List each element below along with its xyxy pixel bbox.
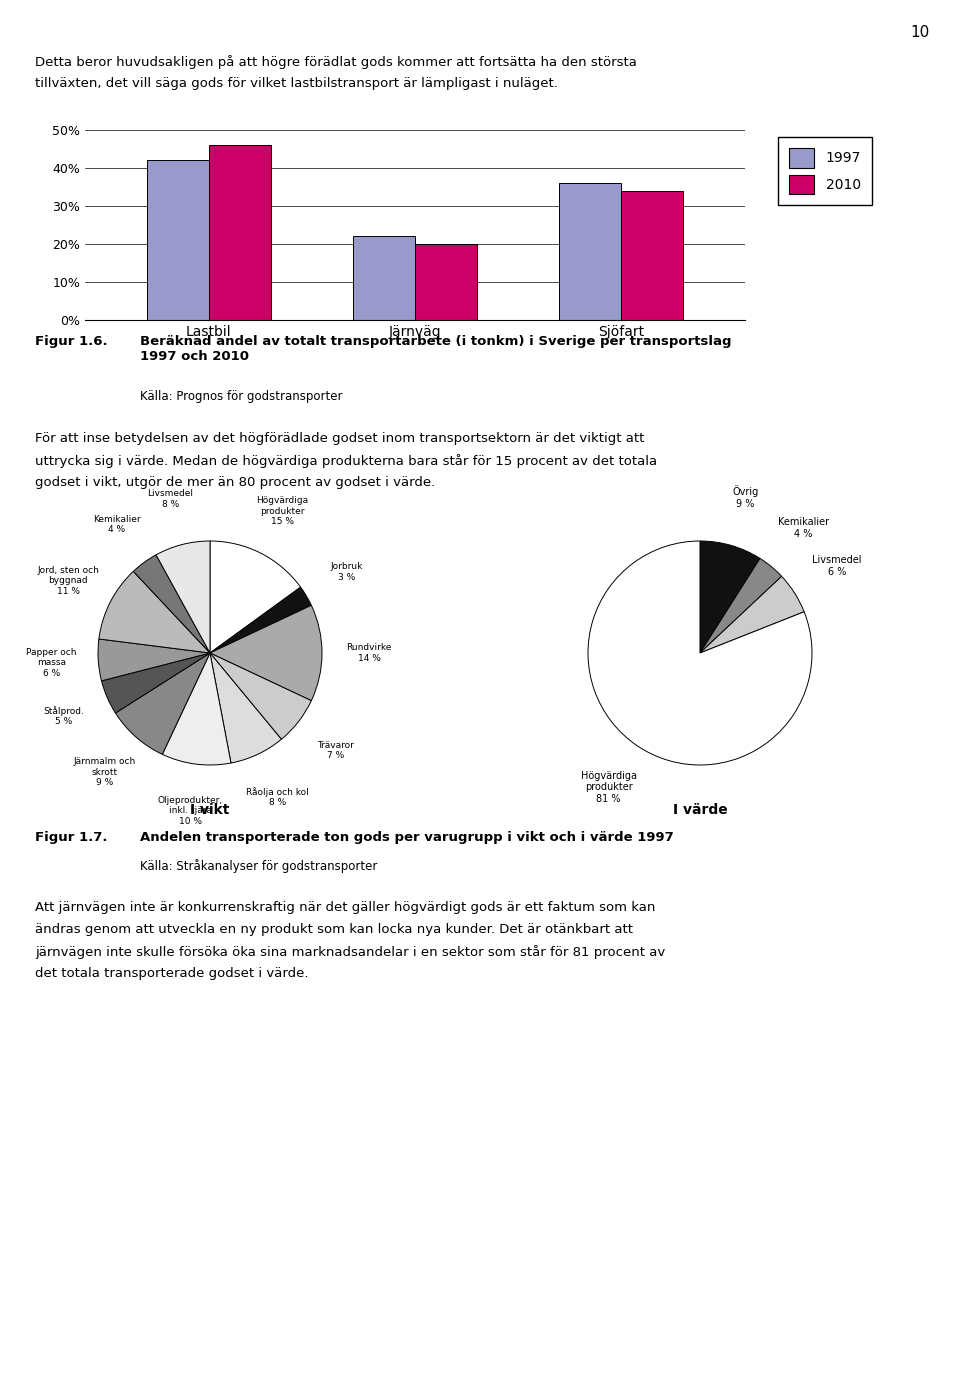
Wedge shape [99,572,210,653]
Text: Jorbruk
3 %: Jorbruk 3 % [330,562,363,581]
Legend: 1997, 2010: 1997, 2010 [779,137,872,205]
Text: Rundvirke
14 %: Rundvirke 14 % [347,644,392,663]
Text: tillväxten, det vill säga gods för vilket lastbilstransport är lämpligast i nulä: tillväxten, det vill säga gods för vilke… [35,78,558,90]
Text: Kemikalier
4 %: Kemikalier 4 % [778,518,829,538]
Text: I värde: I värde [673,803,728,817]
Text: Högvärdiga
produkter
81 %: Högvärdiga produkter 81 % [581,771,636,804]
Wedge shape [210,605,322,700]
Text: Råolja och kol
8 %: Råolja och kol 8 % [247,786,309,807]
Text: Figur 1.7.: Figur 1.7. [35,830,108,844]
Text: Högvärdiga
produkter
15 %: Högvärdiga produkter 15 % [256,497,308,526]
Wedge shape [162,653,231,765]
Text: uttrycka sig i värde. Medan de högvärdiga produkterna bara står för 15 procent a: uttrycka sig i värde. Medan de högvärdig… [35,454,658,468]
Text: Andelen transporterade ton gods per varugrupp i vikt och i värde 1997: Andelen transporterade ton gods per varu… [140,830,674,844]
Wedge shape [588,541,812,765]
Text: det totala transporterade godset i värde.: det totala transporterade godset i värde… [35,967,308,980]
Wedge shape [210,587,311,653]
Text: Livsmedel
6 %: Livsmedel 6 % [812,555,862,577]
Text: Figur 1.6.: Figur 1.6. [35,335,108,347]
Text: Stålprod.
5 %: Stålprod. 5 % [43,706,84,727]
Text: Kemikalier
4 %: Kemikalier 4 % [93,515,140,534]
Bar [560,183,621,320]
Bar [415,244,477,320]
Text: godset i vikt, utgör de mer än 80 procent av godset i värde.: godset i vikt, utgör de mer än 80 procen… [35,476,435,489]
Wedge shape [98,639,210,681]
Text: Jord, sten och
byggnad
11 %: Jord, sten och byggnad 11 % [37,566,99,595]
Wedge shape [210,541,300,653]
Text: Trävaror
7 %: Trävaror 7 % [317,740,354,760]
Text: Övrig
9 %: Övrig 9 % [732,486,758,509]
Wedge shape [700,541,760,653]
Bar [147,161,208,320]
Text: I vikt: I vikt [190,803,229,817]
Wedge shape [210,653,311,739]
Text: 10: 10 [911,25,930,40]
Wedge shape [115,653,210,754]
Text: järnvägen inte skulle försöka öka sina marknadsandelar i en sektor som står för : järnvägen inte skulle försöka öka sina m… [35,945,665,959]
Wedge shape [700,576,804,653]
Text: Att järnvägen inte är konkurrenskraftig när det gäller högvärdigt gods är ett fa: Att järnvägen inte är konkurrenskraftig … [35,901,656,913]
Text: ändras genom att utveckla en ny produkt som kan locka nya kunder. Det är otänkba: ändras genom att utveckla en ny produkt … [35,923,633,936]
Text: Oljeprodukter,
inkl. tjära
10 %: Oljeprodukter, inkl. tjära 10 % [157,796,223,826]
Text: Järnmalm och
skrott
9 %: Järnmalm och skrott 9 % [74,757,136,787]
Text: Beräknad andel av totalt transportarbete (i tonkm) i Sverige per transportslag
1: Beräknad andel av totalt transportarbete… [140,335,732,363]
Wedge shape [156,541,210,653]
Text: Detta beror huvudsakligen på att högre förädlat gods kommer att fortsätta ha den: Detta beror huvudsakligen på att högre f… [35,55,636,69]
Text: Livsmedel
8 %: Livsmedel 8 % [148,490,194,509]
Bar [621,191,684,320]
Wedge shape [102,653,210,713]
Wedge shape [700,558,781,653]
Bar [208,145,271,320]
Text: Papper och
massa
6 %: Papper och massa 6 % [26,648,77,678]
Wedge shape [133,555,210,653]
Bar [353,237,415,320]
Text: Källa: Stråkanalyser för godstransporter: Källa: Stråkanalyser för godstransporter [140,859,377,873]
Wedge shape [210,653,281,763]
Text: Källa: Prognos för godstransporter: Källa: Prognos för godstransporter [140,390,343,403]
Text: För att inse betydelsen av det högförädlade godset inom transportsektorn är det : För att inse betydelsen av det högförädl… [35,432,644,446]
